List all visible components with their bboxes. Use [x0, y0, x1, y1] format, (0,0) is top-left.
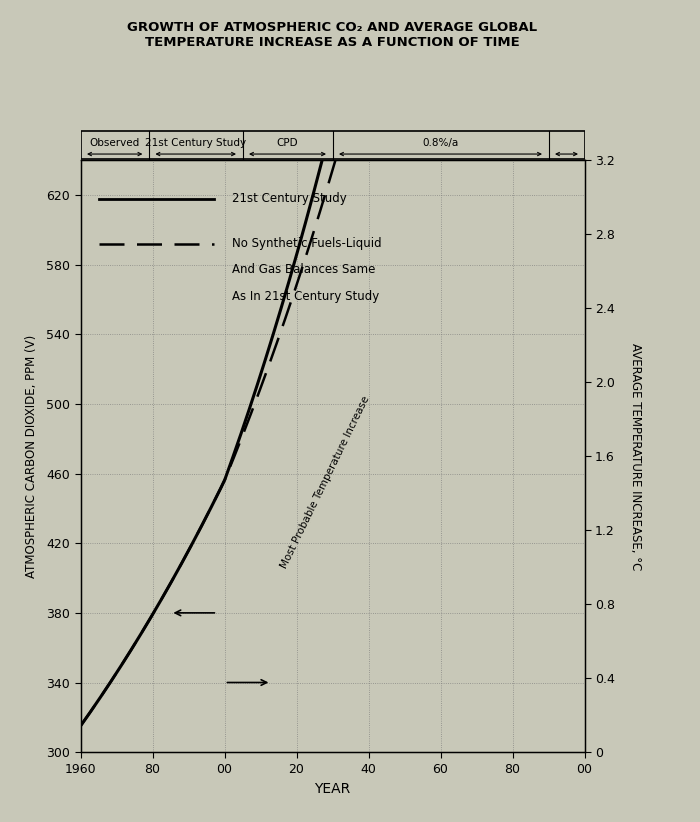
Text: 0.8%/a: 0.8%/a	[422, 138, 458, 148]
Text: No Synthetic Fuels-Liquid: No Synthetic Fuels-Liquid	[232, 238, 382, 251]
Text: Observed: Observed	[90, 138, 140, 148]
Y-axis label: AVERAGE TEMPERATURE INCREASE, °C: AVERAGE TEMPERATURE INCREASE, °C	[629, 343, 642, 570]
Y-axis label: ATMOSPHERIC CARBON DIOXIDE, PPM (V): ATMOSPHERIC CARBON DIOXIDE, PPM (V)	[25, 335, 38, 578]
Text: GROWTH OF ATMOSPHERIC CO₂ AND AVERAGE GLOBAL
TEMPERATURE INCREASE AS A FUNCTION : GROWTH OF ATMOSPHERIC CO₂ AND AVERAGE GL…	[127, 21, 538, 48]
Text: Most Probable Temperature Increase: Most Probable Temperature Increase	[279, 395, 372, 570]
Text: 21st Century Study: 21st Century Study	[232, 192, 346, 205]
Text: As In 21st Century Study: As In 21st Century Study	[232, 289, 379, 302]
Text: CPD: CPD	[276, 138, 298, 148]
Text: And Gas Balances Same: And Gas Balances Same	[232, 264, 375, 276]
X-axis label: YEAR: YEAR	[314, 783, 351, 797]
Text: 21st Century Study: 21st Century Study	[145, 138, 246, 148]
